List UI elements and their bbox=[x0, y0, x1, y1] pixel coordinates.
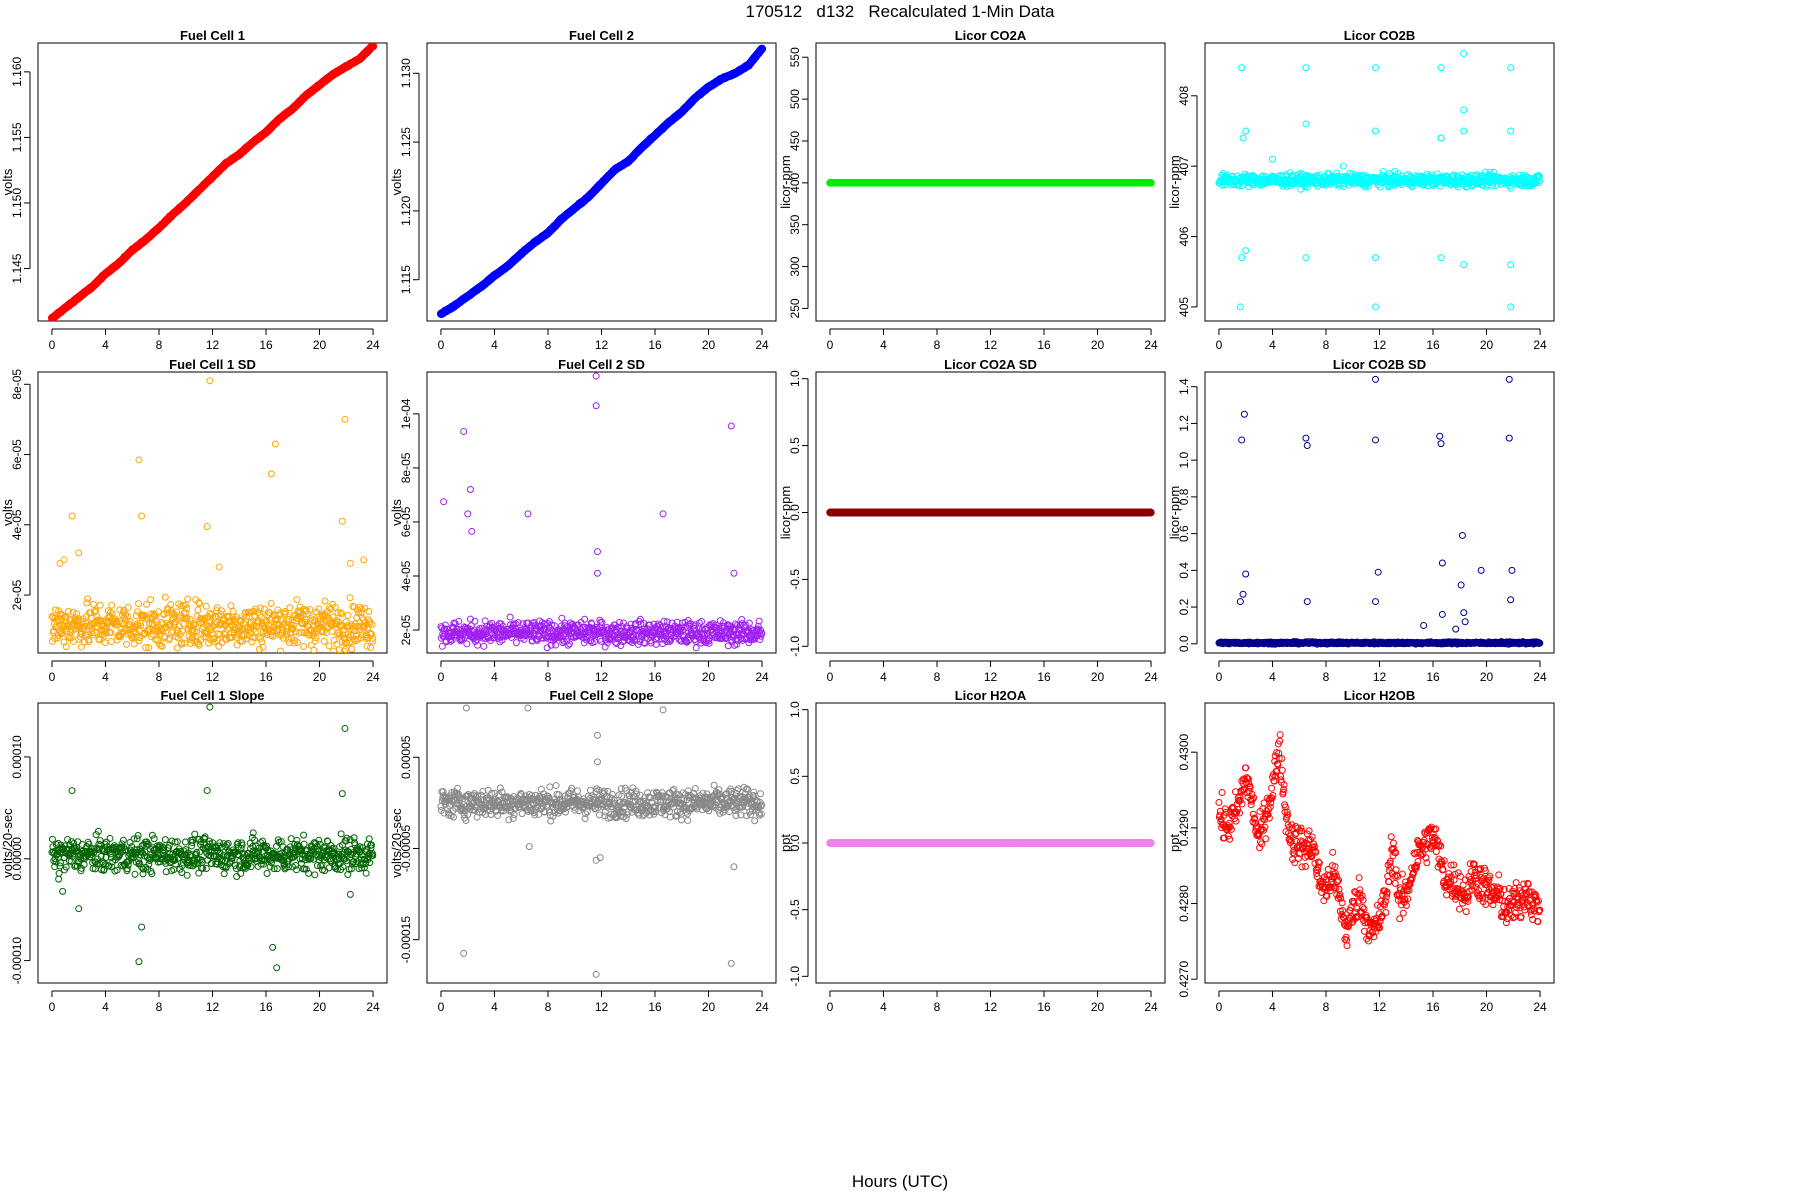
x-tick-label: 24 bbox=[1533, 338, 1547, 352]
x-tick-label: 8 bbox=[156, 338, 163, 352]
y-axis-label: licor-ppm bbox=[778, 155, 793, 208]
x-tick-label: 16 bbox=[1037, 338, 1051, 352]
x-tick-label: 12 bbox=[1373, 338, 1387, 352]
y-axis-label: licor-ppm bbox=[1167, 155, 1182, 208]
data-point bbox=[758, 44, 767, 53]
x-tick-label: 24 bbox=[366, 338, 380, 352]
chart-panel-2: Fuel Cell 2 volts 0 4 8 12 16 20 24 1.115 1.120 1.1… bbox=[389, 28, 777, 352]
x-tick-label: 0 bbox=[49, 338, 56, 352]
x-tick-label: 16 bbox=[259, 338, 273, 352]
chart-title: Licor CO2A bbox=[955, 28, 1027, 43]
y-tick-label: 1.145 bbox=[10, 253, 24, 283]
y-tick-label: 550 bbox=[788, 47, 802, 67]
x-tick-label: 4 bbox=[491, 338, 498, 352]
page-title: 170512 d132 Recalculated 1-Min Data bbox=[745, 2, 1055, 21]
y-tick-label: 408 bbox=[1177, 85, 1191, 105]
y-tick-label: 1.125 bbox=[399, 127, 413, 157]
y-axis-label: volts bbox=[0, 168, 15, 195]
x-tick-label: 16 bbox=[648, 338, 662, 352]
data-point bbox=[1364, 182, 1372, 190]
chart-panel-3: Licor CO2A licor-ppm 0 4 8 12 16 20 24 250 300 350 4… bbox=[778, 28, 1166, 352]
x-tick-label: 12 bbox=[984, 338, 998, 352]
x-tick-label: 8 bbox=[1323, 338, 1330, 352]
y-tick-label: 1.130 bbox=[399, 58, 413, 88]
y-tick-label: 406 bbox=[1177, 226, 1191, 246]
x-tick-label: 8 bbox=[934, 338, 941, 352]
y-tick-label: 400 bbox=[788, 173, 802, 193]
y-tick-label: 405 bbox=[1177, 297, 1191, 317]
x-tick-label: 20 bbox=[702, 338, 716, 352]
x-tick-label: 20 bbox=[313, 338, 327, 352]
data-series bbox=[436, 44, 767, 318]
x-tick-label: 24 bbox=[755, 338, 769, 352]
plot-frame bbox=[426, 42, 777, 322]
data-series bbox=[1215, 50, 1544, 311]
chart-panel-4: Licor CO2B licor-ppm 0 4 8 12 16 20 24 405 406 407 4… bbox=[1167, 28, 1555, 352]
x-tick-label: 16 bbox=[1426, 338, 1440, 352]
x-tick-label: 24 bbox=[1144, 338, 1158, 352]
y-tick-label: 1.160 bbox=[10, 57, 24, 87]
chart-title: Fuel Cell 2 bbox=[569, 28, 634, 43]
data-point bbox=[369, 43, 378, 51]
x-tick-label: 12 bbox=[206, 338, 220, 352]
x-tick-label: 4 bbox=[880, 338, 887, 352]
y-tick-label: 1.115 bbox=[399, 265, 413, 294]
y-tick-label: 500 bbox=[788, 89, 802, 109]
x-tick-label: 12 bbox=[595, 338, 609, 352]
plot-frame bbox=[37, 42, 388, 322]
y-tick-label: 407 bbox=[1177, 156, 1191, 176]
x-tick-label: 0 bbox=[438, 338, 445, 352]
x-tick-label: 4 bbox=[1269, 338, 1276, 352]
chart-title: Licor CO2B bbox=[1344, 28, 1416, 43]
chart-panel-1: Fuel Cell 1 volts 0 4 8 12 16 20 24 1.145 1.150 1.1… bbox=[0, 28, 388, 352]
x-tick-label: 0 bbox=[827, 338, 834, 352]
chart-title: Fuel Cell 1 bbox=[180, 28, 245, 43]
data-point bbox=[1259, 172, 1267, 180]
y-tick-label: 300 bbox=[788, 256, 802, 276]
y-tick-label: 350 bbox=[788, 214, 802, 234]
x-tick-label: 20 bbox=[1091, 338, 1105, 352]
data-point bbox=[1147, 179, 1155, 187]
y-tick-label: 450 bbox=[788, 131, 802, 151]
plot-frame bbox=[815, 42, 1166, 322]
x-tick-label: 0 bbox=[1216, 338, 1223, 352]
y-tick-label: 1.155 bbox=[10, 122, 24, 152]
y-axis-label: volts bbox=[389, 168, 404, 195]
data-point bbox=[1450, 171, 1458, 179]
y-tick-label: 1.120 bbox=[399, 196, 413, 226]
x-tick-label: 8 bbox=[545, 338, 552, 352]
plot-frame bbox=[1204, 42, 1555, 322]
data-series bbox=[47, 43, 378, 321]
data-point bbox=[1408, 183, 1416, 191]
data-series bbox=[826, 179, 1155, 187]
y-tick-label: 250 bbox=[788, 298, 802, 318]
x-tick-label: 4 bbox=[102, 338, 109, 352]
data-point bbox=[1404, 171, 1412, 179]
y-tick-label: 1.150 bbox=[10, 188, 24, 218]
x-tick-label: 20 bbox=[1480, 338, 1494, 352]
